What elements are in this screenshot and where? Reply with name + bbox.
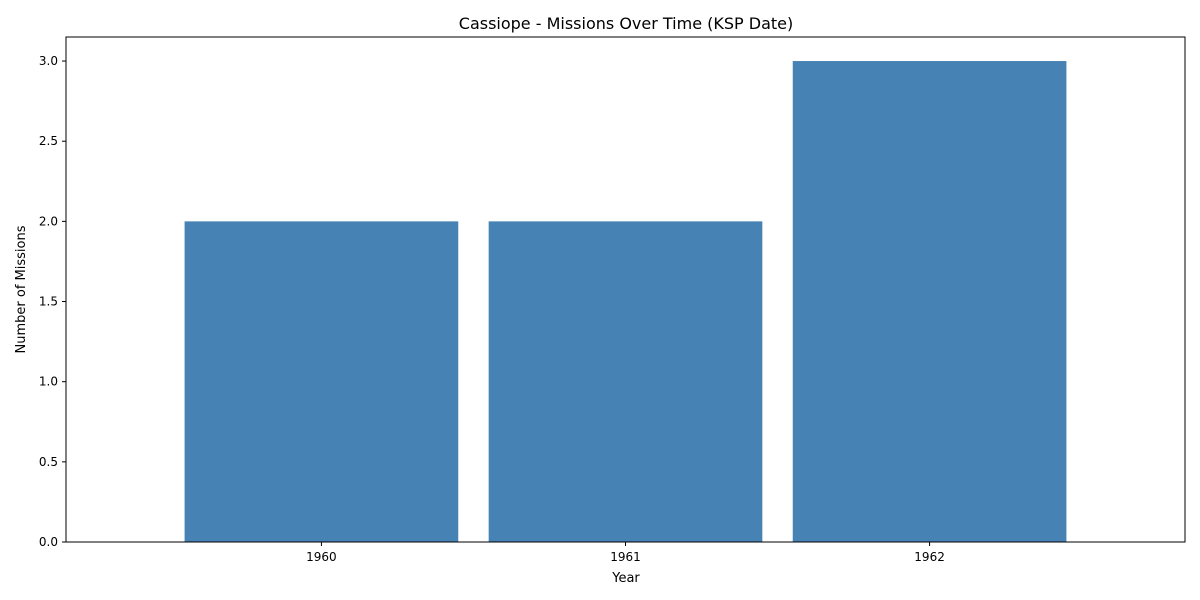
- bar-1960: [184, 221, 459, 542]
- y-tick-label: 0.5: [39, 455, 58, 469]
- y-tick-label: 1.5: [39, 295, 58, 309]
- y-axis: 0.0 0.5 1.0 1.5 2.0 2.5 3.0: [39, 54, 66, 549]
- y-tick-label: 1.0: [39, 375, 58, 389]
- y-axis-label: Number of Missions: [14, 225, 29, 353]
- y-tick-label: 2.5: [39, 134, 58, 148]
- x-tick-label: 1962: [914, 550, 945, 564]
- bar-1961: [488, 221, 763, 542]
- x-tick-label: 1960: [306, 550, 337, 564]
- x-axis: 1960 1961 1962: [306, 542, 945, 564]
- y-tick-label: 3.0: [39, 54, 58, 68]
- y-tick-label: 2.0: [39, 214, 58, 228]
- y-tick-label: 0.0: [39, 535, 58, 549]
- bar-1962: [792, 61, 1067, 543]
- x-tick-label: 1961: [610, 550, 641, 564]
- x-axis-label: Year: [611, 571, 640, 586]
- bars-group: [184, 61, 1067, 543]
- chart-title: Cassiope - Missions Over Time (KSP Date): [459, 14, 793, 33]
